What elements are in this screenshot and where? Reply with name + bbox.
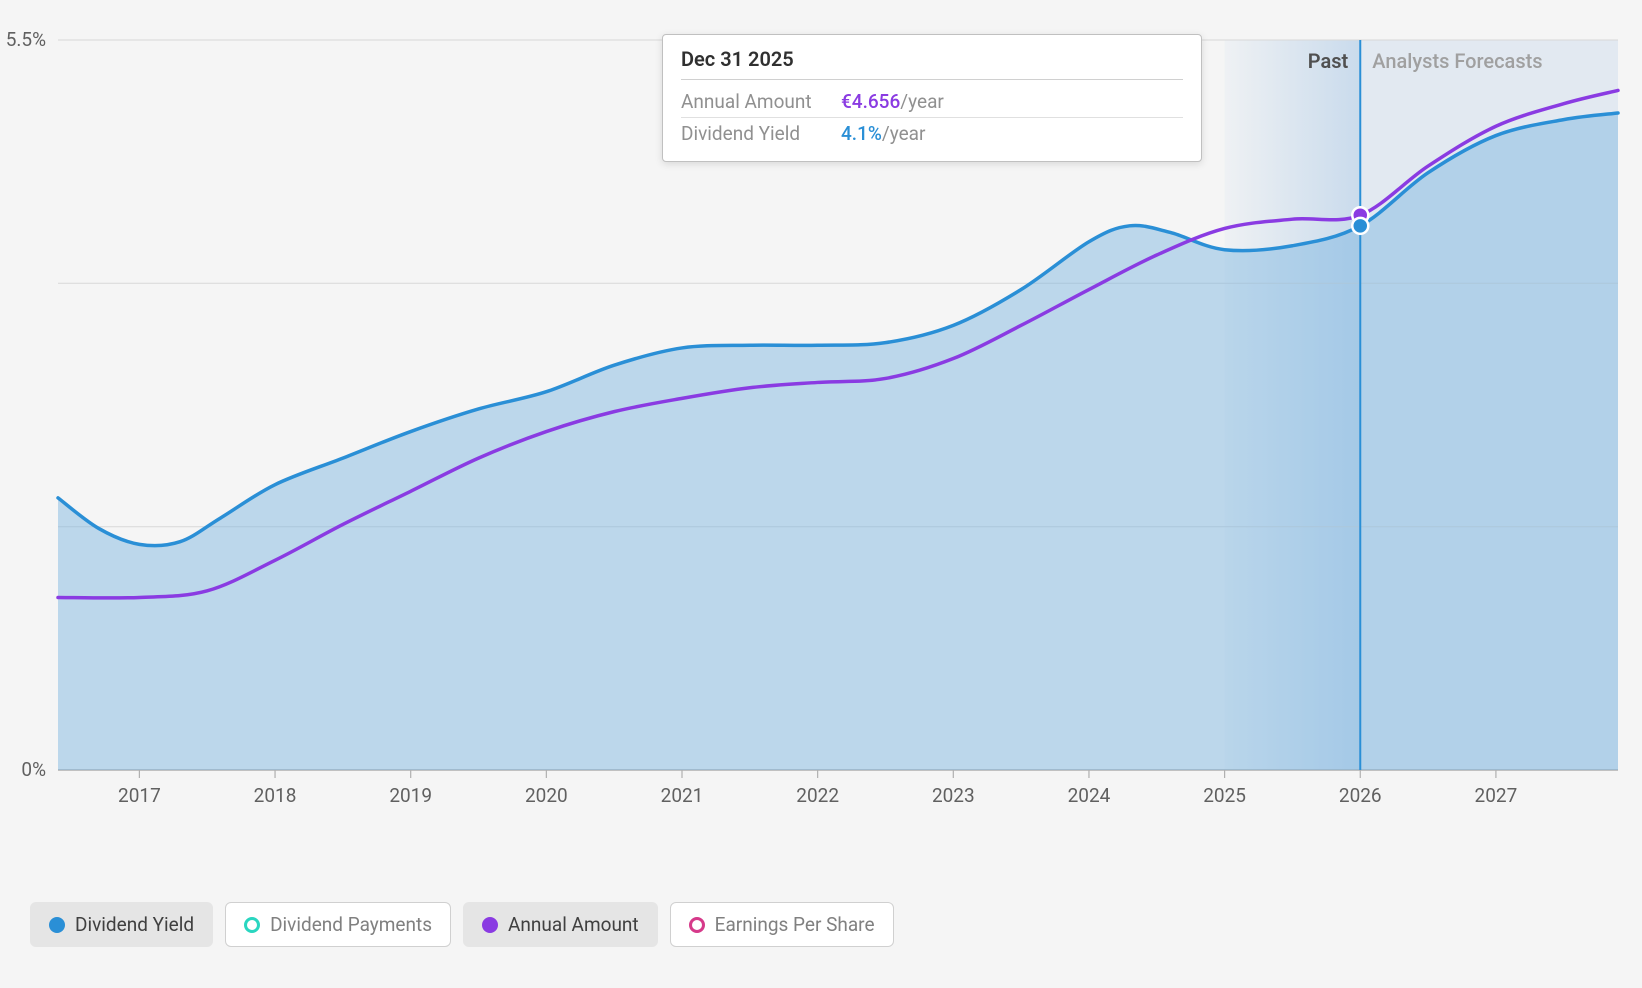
legend-item-dividend-yield[interactable]: Dividend Yield: [30, 902, 213, 947]
svg-text:2026: 2026: [1339, 784, 1382, 807]
svg-text:2020: 2020: [525, 784, 568, 807]
svg-text:Past: Past: [1308, 49, 1349, 73]
svg-text:2024: 2024: [1068, 784, 1111, 807]
svg-text:2025: 2025: [1203, 784, 1246, 807]
legend-label: Dividend Yield: [75, 913, 194, 936]
svg-text:2018: 2018: [254, 784, 297, 807]
tooltip-label: Annual Amount: [681, 90, 841, 113]
tooltip-value: 4.1%: [841, 122, 882, 145]
dividend-yield-marker-icon: [49, 917, 65, 933]
svg-text:0%: 0%: [21, 758, 46, 781]
tooltip-label: Dividend Yield: [681, 122, 841, 145]
tooltip-row-annual-amount: Annual Amount €4.656 /year: [681, 86, 1183, 118]
svg-text:2021: 2021: [661, 784, 704, 807]
annual-amount-marker-icon: [482, 917, 498, 933]
dividend-payments-marker-icon: [244, 917, 260, 933]
svg-text:5.5%: 5.5%: [6, 28, 46, 51]
legend-label: Annual Amount: [508, 913, 639, 936]
svg-text:2019: 2019: [389, 784, 432, 807]
chart-legend: Dividend Yield Dividend Payments Annual Am…: [30, 902, 894, 947]
dividend-chart: 0% 5.5% 2017 2018 2019 2020 2021 2022 2023 2024 20…: [0, 0, 1642, 988]
tooltip-row-dividend-yield: Dividend Yield 4.1% /year: [681, 118, 1183, 149]
earnings-per-share-marker-icon: [689, 917, 705, 933]
legend-item-annual-amount[interactable]: Annual Amount: [463, 902, 658, 947]
svg-text:2027: 2027: [1475, 784, 1518, 807]
tooltip-value: €4.656: [841, 90, 900, 113]
tooltip-date: Dec 31 2025: [681, 47, 1183, 80]
svg-text:2022: 2022: [796, 784, 839, 807]
svg-text:2023: 2023: [932, 784, 975, 807]
tooltip-unit: /year: [900, 90, 944, 113]
svg-text:Analysts Forecasts: Analysts Forecasts: [1372, 49, 1542, 73]
svg-text:2017: 2017: [118, 784, 161, 807]
legend-item-earnings-per-share[interactable]: Earnings Per Share: [670, 902, 894, 947]
legend-label: Earnings Per Share: [715, 913, 875, 936]
legend-item-dividend-payments[interactable]: Dividend Payments: [225, 902, 451, 947]
legend-label: Dividend Payments: [270, 913, 432, 936]
chart-tooltip: Dec 31 2025 Annual Amount €4.656 /year D…: [662, 34, 1202, 162]
tooltip-unit: /year: [882, 122, 926, 145]
